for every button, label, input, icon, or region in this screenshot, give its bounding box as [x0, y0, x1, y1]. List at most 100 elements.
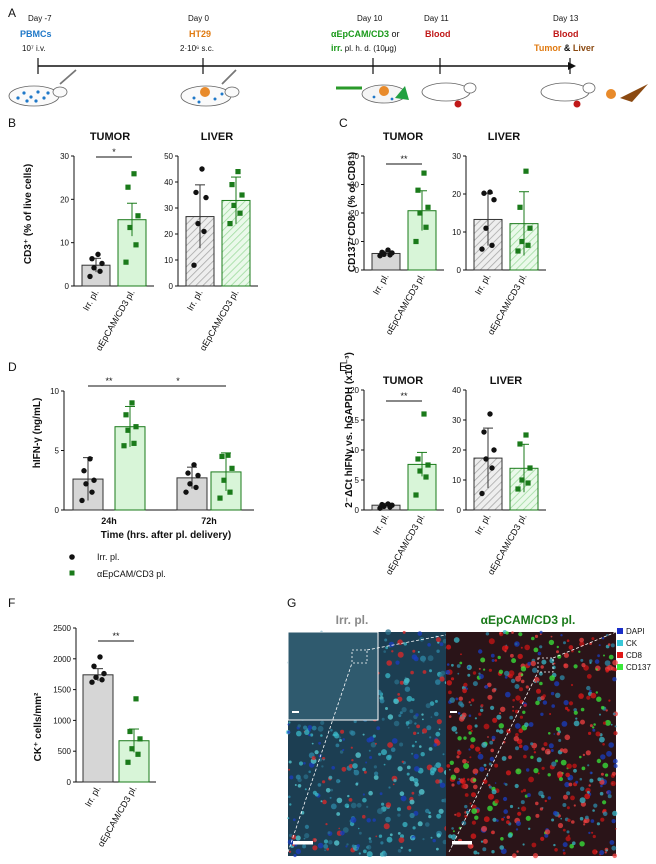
- tissue-cell: [395, 660, 400, 665]
- tissue-cell: [547, 796, 551, 800]
- panel-e-ylabel: 2⁻ΔCt hIFNγ vs. hGAPDH (x10⁻³): [344, 352, 355, 508]
- tissue-cell: [303, 762, 306, 765]
- panel-d-legend: Irr. pl. αEpCAM/CD3 pl.: [69, 552, 166, 579]
- tissue-cell: [397, 651, 404, 658]
- event-treatment-line2: irr. pl. h. d. (10μg): [331, 43, 397, 53]
- tissue-cell: [579, 797, 586, 804]
- tissue-cell: [457, 736, 462, 741]
- tissue-cell: [454, 813, 457, 816]
- tissue-cell: [323, 839, 329, 844]
- tissue-cell: [400, 834, 404, 839]
- data-point: [479, 246, 485, 252]
- tissue-cell: [509, 715, 514, 720]
- tissue-cell: [339, 739, 342, 742]
- tissue-cell: [363, 849, 367, 854]
- tissue-cell: [602, 811, 608, 817]
- chart-f: 0 500 1000 1500 2000 2500 ** Irr. pl.αEpCAM/CD3…: [53, 624, 156, 849]
- tissue-cell: [303, 725, 308, 730]
- tissue-cell: [430, 767, 436, 774]
- tissue-cell: [331, 766, 336, 770]
- tissue-cell: [366, 851, 373, 858]
- tissue-cell: [328, 775, 333, 780]
- tissue-cell: [295, 835, 301, 841]
- tissue-cell: [551, 818, 555, 822]
- tissue-cell: [287, 839, 294, 845]
- tissue-cell: [336, 797, 343, 804]
- tissue-cell: [524, 644, 530, 651]
- tissue-cell: [304, 824, 309, 830]
- category-label: Irr. pl.: [81, 288, 101, 312]
- data-point: [413, 238, 419, 245]
- tissue-cell: [523, 703, 527, 708]
- tissue-cell: [372, 734, 376, 738]
- tissue-cell: [589, 642, 592, 645]
- tissue-cell: [429, 736, 432, 739]
- y-tick-label: 10: [452, 476, 461, 485]
- tissue-cell: [399, 680, 404, 685]
- tissue-cell: [327, 831, 331, 835]
- tissue-cell: [435, 779, 440, 784]
- data-point: [99, 260, 105, 267]
- tissue-cell: [436, 833, 441, 838]
- data-point: [423, 224, 429, 230]
- panel-c-liver-title: LIVER: [488, 131, 520, 143]
- tissue-cell: [432, 838, 436, 843]
- tissue-cell: [602, 762, 609, 769]
- tissue-cell: [601, 637, 605, 640]
- tissue-cell: [406, 695, 413, 702]
- panel-c-tumor-title: TUMOR: [383, 131, 423, 143]
- tissue-cell: [610, 723, 613, 726]
- tissue-cell: [373, 775, 379, 780]
- tissue-cell: [494, 799, 499, 804]
- tissue-cell: [562, 748, 568, 754]
- micrograph-epcam-inset-roi: [537, 657, 554, 673]
- tissue-cell: [330, 729, 333, 732]
- y-tick-label: 40: [350, 152, 359, 161]
- tissue-cell: [322, 799, 327, 805]
- tissue-cell: [475, 773, 477, 776]
- tissue-cell: [324, 849, 327, 852]
- tissue-cell: [488, 785, 492, 789]
- tissue-cell: [579, 777, 583, 781]
- category-label: Irr. pl.: [473, 272, 493, 296]
- tissue-cell: [548, 743, 554, 749]
- tissue-cell: [406, 805, 412, 811]
- data-point: [489, 242, 495, 248]
- tissue-cell: [566, 806, 570, 810]
- tissue-cell: [539, 681, 543, 686]
- tissue-cell: [381, 802, 385, 806]
- y-tick-label: 0: [55, 506, 60, 515]
- tissue-cell: [541, 766, 545, 770]
- tissue-cell: [413, 753, 419, 760]
- tissue-cell: [612, 853, 617, 859]
- tissue-cell: [530, 660, 536, 667]
- tissue-cell: [573, 710, 578, 715]
- tissue-cell: [288, 721, 291, 724]
- tissue-cell: [385, 802, 392, 808]
- tissue-cell: [287, 817, 290, 820]
- legend-cd8: CD8: [626, 651, 643, 660]
- tissue-cell: [318, 757, 323, 762]
- tissue-cell: [385, 816, 391, 823]
- tissue-cell: [362, 767, 366, 772]
- significance-label: *: [176, 376, 180, 386]
- tissue-cell: [412, 837, 415, 840]
- tissue-cell: [456, 780, 461, 785]
- tissue-cell: [427, 655, 434, 662]
- chart-b-liver: 0 10 20 30 40 50 Irr. pl.αEpCAM/CD3 pl.: [164, 152, 258, 353]
- tissue-cell: [417, 651, 420, 653]
- tissue-cell: [336, 779, 341, 784]
- category-label: Irr. pl.: [185, 288, 205, 312]
- tissue-cell: [417, 821, 423, 827]
- tissue-cell: [607, 794, 612, 799]
- tissue-cell: [522, 710, 526, 714]
- tissue-cell: [503, 816, 506, 819]
- tissue-cell: [515, 828, 519, 831]
- tissue-cell: [596, 696, 602, 702]
- tissue-cell: [605, 709, 608, 712]
- tissue-cell: [302, 844, 307, 849]
- tissue-cell: [446, 644, 452, 650]
- data-point: [99, 677, 105, 683]
- tissue-cell: [612, 712, 616, 716]
- tissue-cell: [556, 727, 560, 731]
